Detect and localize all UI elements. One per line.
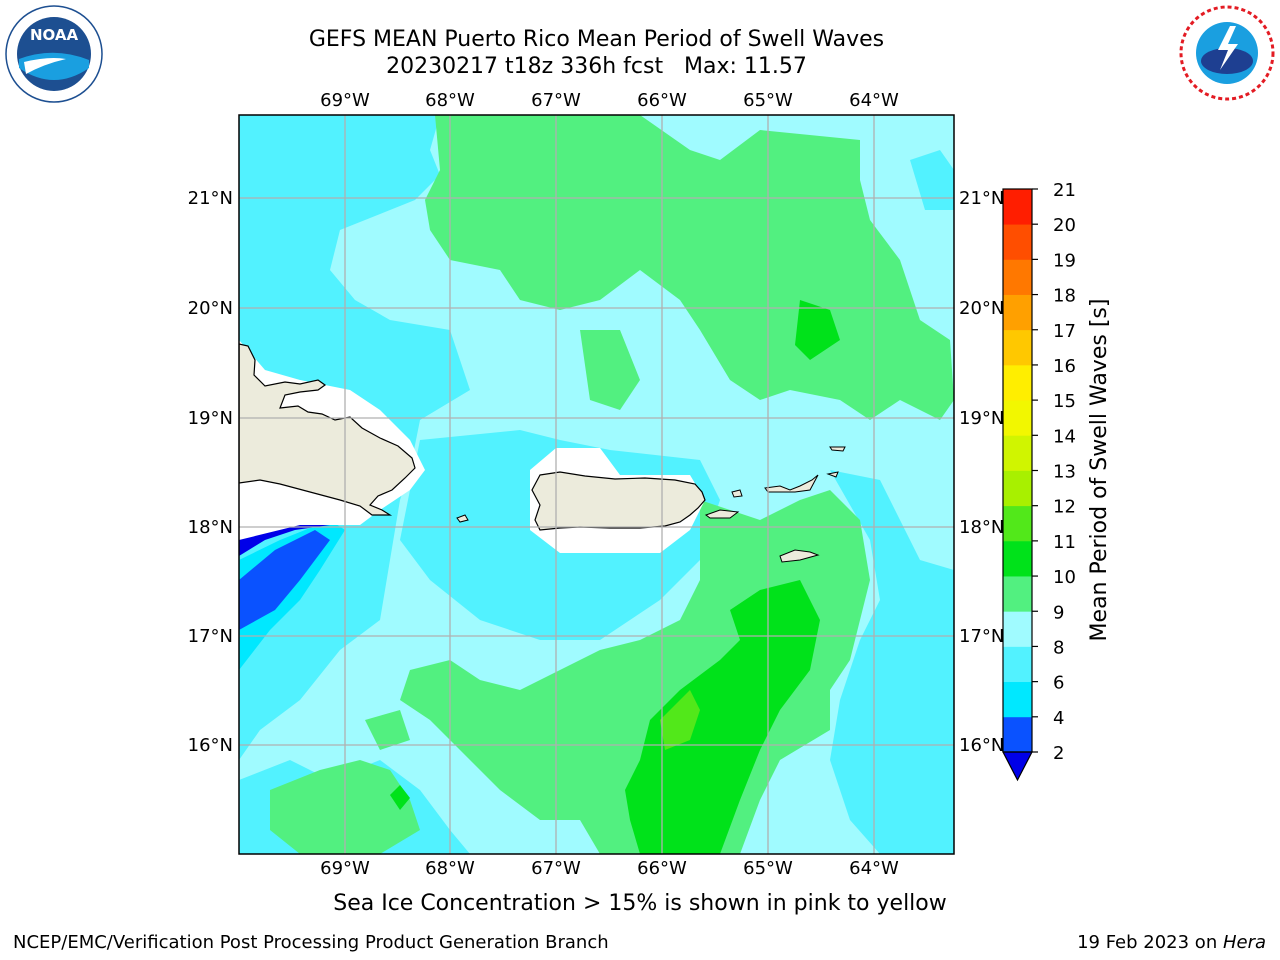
- lat-label: 17°N: [959, 626, 1004, 647]
- colorbar-segment: [1003, 540, 1032, 577]
- footer-branch-text: NCEP/EMC/Verification Post Processing Pr…: [13, 932, 609, 953]
- lat-label: 16°N: [188, 735, 233, 756]
- vieques-island: [704, 509, 740, 519]
- nws-logo: [1179, 5, 1275, 101]
- field-11-12: [660, 690, 700, 750]
- noaa-logo: NOAA: [5, 5, 103, 103]
- lon-label: 69°W: [320, 858, 370, 879]
- mona-island: [456, 514, 469, 523]
- colorbar-tick-label: 2: [1053, 743, 1064, 764]
- field-9-10-center: [580, 330, 640, 410]
- map-frame: [238, 114, 955, 855]
- culebra-island: [731, 489, 743, 498]
- lon-labels-bottom: 69°W 68°W 67°W 66°W 65°W 64°W: [320, 858, 899, 879]
- graticule: [239, 115, 954, 854]
- colorbar-tick-label: 10: [1053, 567, 1076, 588]
- colorbar-segment: [1003, 611, 1032, 647]
- colorbar-tick-label: 6: [1053, 673, 1064, 694]
- st-croix-island: [779, 549, 820, 563]
- colorbar-segment: [1003, 646, 1032, 683]
- colorbar-tick-label: 19: [1053, 250, 1076, 271]
- colorbar-tick-label: 8: [1053, 637, 1064, 658]
- colorbar-segment: [1003, 716, 1032, 753]
- lat-label: 19°N: [188, 408, 233, 429]
- footer-date-text: 19 Feb 2023 on Hera: [1077, 931, 1266, 955]
- colorbar-segment: [1003, 329, 1032, 366]
- sombrero-island: [826, 471, 839, 478]
- field-9-10-west: [365, 710, 410, 750]
- lat-label: 17°N: [188, 626, 233, 647]
- lat-label: 20°N: [959, 298, 1004, 319]
- colorbar-under-triangle: [1002, 751, 1033, 782]
- lat-labels-left: 21°N 20°N 19°N 18°N 17°N 16°N: [188, 188, 233, 756]
- lon-label: 69°W: [320, 90, 370, 111]
- lon-label: 68°W: [425, 90, 475, 111]
- colorbar-segment: [1003, 470, 1032, 507]
- colorbar-segment: [1003, 400, 1032, 436]
- lon-labels-top: 69°W 68°W 67°W 66°W 65°W 64°W: [320, 90, 899, 111]
- lat-label: 18°N: [959, 517, 1004, 538]
- colorbar-tick-label: 17: [1053, 321, 1076, 342]
- noaa-logo-text: NOAA: [30, 26, 79, 44]
- colorbar-segment: [1003, 364, 1032, 401]
- hispaniola-land: [239, 343, 416, 516]
- colorbar-tick-label: 4: [1053, 708, 1064, 729]
- field-6-8-ne: [910, 150, 954, 210]
- chart-title: GEFS MEAN Puerto Rico Mean Period of Swe…: [308, 27, 885, 52]
- colorbar-segment: [1003, 259, 1032, 295]
- lat-label: 21°N: [188, 188, 233, 209]
- lon-label: 64°W: [849, 90, 899, 111]
- colorbar-segment: [1003, 505, 1032, 542]
- colorbar-segment: [1003, 294, 1032, 331]
- lon-label: 66°W: [637, 90, 687, 111]
- lon-label: 65°W: [743, 90, 793, 111]
- colorbar-segment: [1003, 189, 1032, 225]
- colorbar-label: Mean Period of Swell Waves [s]: [1087, 299, 1112, 642]
- colorbar-tick-label: 9: [1053, 602, 1064, 623]
- footer-date: 19 Feb 2023 on: [1077, 932, 1223, 953]
- chart-subtitle: 20230217 t18z 336h fcst Max: 11.57: [386, 54, 807, 79]
- anegada-island: [829, 446, 846, 452]
- field-6-8-east: [830, 470, 954, 854]
- colorbar-segment: [1003, 435, 1032, 471]
- lon-label: 66°W: [637, 858, 687, 879]
- field-10-11-east: [795, 300, 840, 360]
- field-4-6-west: [239, 520, 345, 670]
- colorbar-tick-label: 15: [1053, 391, 1076, 412]
- colorbar-segment: [1003, 576, 1032, 612]
- lat-label: 19°N: [959, 408, 1004, 429]
- colorbar-segment: [1003, 681, 1032, 718]
- colorbar: 2 4 6 8 9 10 11 12 13 14 15 16 17 18 19 20 21: [1002, 180, 1076, 782]
- colorbar-tick-label: 11: [1053, 532, 1076, 553]
- lat-label: 16°N: [959, 735, 1004, 756]
- puerto-rico-land: [531, 471, 706, 531]
- lat-label: 20°N: [188, 298, 233, 319]
- field-10-11-south: [625, 580, 820, 854]
- field-10-11-spot: [390, 785, 410, 810]
- lat-label: 21°N: [959, 188, 1004, 209]
- field-2-4-west: [239, 530, 330, 630]
- lat-labels-right: 21°N 20°N 19°N 18°N 17°N 16°N: [959, 188, 1004, 756]
- virgin-islands: [764, 474, 819, 493]
- colorbar-tick-label: 13: [1053, 462, 1076, 483]
- lat-label: 18°N: [188, 517, 233, 538]
- colorbar-tick-label: 14: [1053, 426, 1076, 447]
- lon-label: 67°W: [531, 858, 581, 879]
- lon-label: 65°W: [743, 858, 793, 879]
- sea-ice-caption: Sea Ice Concentration > 15% is shown in …: [333, 891, 947, 916]
- lon-label: 68°W: [425, 858, 475, 879]
- lon-label: 64°W: [849, 858, 899, 879]
- colorbar-tick-label: 16: [1053, 356, 1076, 377]
- lon-label: 67°W: [531, 90, 581, 111]
- colorbar-tick-label: 12: [1053, 497, 1076, 518]
- colorbar-tick-label: 20: [1053, 215, 1076, 236]
- footer-host: Hera: [1222, 932, 1266, 953]
- colorbar-segment: [1003, 224, 1032, 260]
- colorbar-tick-label: 21: [1053, 180, 1076, 201]
- colorbar-tick-label: 18: [1053, 286, 1076, 307]
